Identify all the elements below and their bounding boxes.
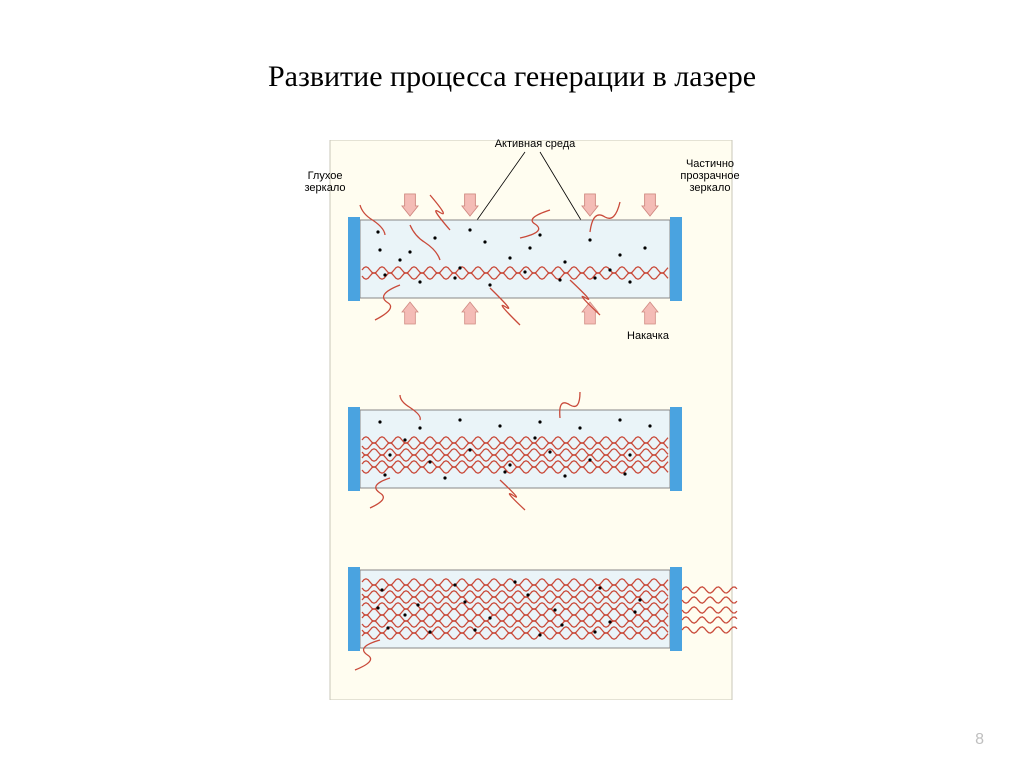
page-title: Развитие процесса генерации в лазере: [0, 60, 1024, 94]
label-left-mirror: Глухоезеркало: [290, 170, 360, 194]
label-right-mirror: Частичнопрозрачноезеркало: [670, 158, 750, 194]
label-active-medium: Активная среда: [475, 138, 595, 150]
laser-diagram: Активная среда Глухоезеркало Частичнопро…: [290, 140, 740, 700]
label-pump: Накачка: [618, 330, 678, 342]
page-number: 8: [975, 731, 984, 749]
